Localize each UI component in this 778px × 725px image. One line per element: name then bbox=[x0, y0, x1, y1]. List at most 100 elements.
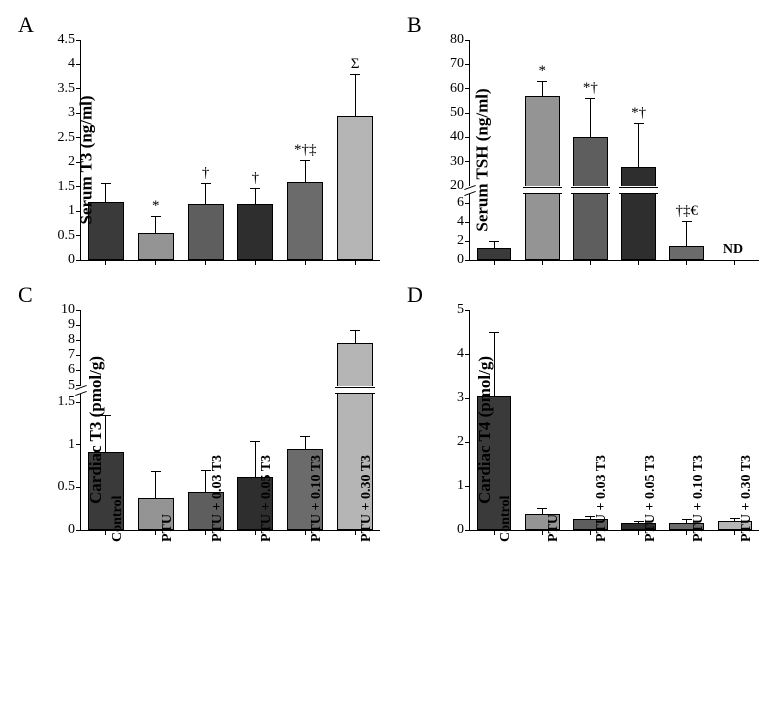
error-bar bbox=[205, 470, 206, 491]
error-bar bbox=[305, 160, 306, 182]
error-cap bbox=[585, 98, 595, 99]
x-tick bbox=[355, 260, 356, 265]
error-cap bbox=[250, 188, 260, 189]
y-tick bbox=[465, 64, 470, 65]
x-category-label: PTU + 0.03 T3 bbox=[210, 455, 226, 542]
y-tick bbox=[465, 203, 470, 204]
error-bar bbox=[355, 330, 356, 344]
y-tick bbox=[76, 40, 81, 41]
significance-marker: *† bbox=[583, 80, 598, 97]
x-category-label: PTU + 0.10 T3 bbox=[309, 455, 325, 542]
y-tick-label: 1.5 bbox=[58, 179, 76, 195]
x-tick bbox=[155, 530, 156, 535]
error-bar bbox=[255, 188, 256, 204]
x-category-label: PTU + 0.03 T3 bbox=[594, 455, 610, 542]
error-bar bbox=[590, 98, 591, 137]
x-tick bbox=[542, 260, 543, 265]
panel-label: D bbox=[407, 282, 423, 308]
x-category-label: PTU + 0.05 T3 bbox=[259, 455, 275, 542]
y-tick bbox=[76, 370, 81, 371]
y-axis-label: Serum TSH (ng/ml) bbox=[473, 88, 493, 231]
y-tick bbox=[465, 486, 470, 487]
error-cap bbox=[489, 241, 499, 242]
x-tick bbox=[305, 260, 306, 265]
figure: A00.511.522.533.544.5*††*†‡ΣSerum T3 (ng… bbox=[10, 10, 768, 715]
y-tick bbox=[465, 222, 470, 223]
x-tick bbox=[590, 260, 591, 265]
y-tick-label: 0.5 bbox=[58, 228, 76, 244]
x-tick bbox=[355, 530, 356, 535]
y-tick-label: 70 bbox=[450, 56, 464, 72]
error-bar bbox=[638, 123, 639, 167]
y-tick-label: 6 bbox=[68, 362, 75, 378]
y-tick-label: 4 bbox=[457, 214, 464, 230]
x-tick bbox=[305, 530, 306, 535]
y-tick bbox=[76, 355, 81, 356]
x-tick bbox=[590, 530, 591, 535]
error-bar bbox=[305, 436, 306, 449]
bar bbox=[188, 204, 224, 260]
panel-label: A bbox=[18, 12, 34, 38]
bar-break-mark bbox=[571, 187, 610, 188]
y-tick bbox=[76, 487, 81, 488]
significance-marker: †‡€ bbox=[676, 203, 699, 220]
y-tick bbox=[465, 88, 470, 89]
panel-D: D012345Cardiac T4 (pmol/g)ControlPTUPTU … bbox=[399, 280, 768, 540]
y-tick bbox=[465, 530, 470, 531]
bar bbox=[287, 182, 323, 260]
error-cap bbox=[537, 81, 547, 82]
x-tick bbox=[542, 530, 543, 535]
y-tick bbox=[76, 235, 81, 236]
y-tick-label: 2 bbox=[457, 434, 464, 450]
panel-label: C bbox=[18, 282, 33, 308]
error-bar bbox=[205, 183, 206, 204]
y-tick-label: 0 bbox=[457, 252, 464, 268]
y-tick-label: 5 bbox=[457, 302, 464, 318]
plot-area: 024620304050607080**†*††‡€ND bbox=[469, 40, 759, 261]
y-axis-label: Cardiac T3 (pmol/g) bbox=[86, 356, 106, 504]
y-tick-label: 4 bbox=[68, 56, 75, 72]
error-cap bbox=[101, 183, 111, 184]
bar-break-mark bbox=[619, 187, 658, 188]
y-axis-label: Cardiac T4 (pmol/g) bbox=[475, 356, 495, 504]
x-tick bbox=[155, 260, 156, 265]
significance-marker: Σ bbox=[351, 56, 360, 73]
y-tick-label: 9 bbox=[68, 317, 75, 333]
panel-A: A00.511.522.533.544.5*††*†‡ΣSerum T3 (ng… bbox=[10, 10, 389, 270]
bar bbox=[525, 96, 560, 260]
error-cap bbox=[537, 508, 547, 509]
y-tick-label: 3 bbox=[457, 390, 464, 406]
x-category-label: PTU + 0.05 T3 bbox=[643, 455, 659, 542]
bar bbox=[669, 246, 704, 260]
bar bbox=[477, 248, 512, 260]
error-bar bbox=[155, 216, 156, 233]
error-cap bbox=[250, 441, 260, 442]
y-tick-label: 40 bbox=[450, 129, 464, 145]
error-cap bbox=[682, 221, 692, 222]
y-tick bbox=[465, 40, 470, 41]
error-bar bbox=[686, 221, 687, 246]
x-category-label: PTU bbox=[160, 514, 176, 542]
error-cap bbox=[634, 123, 644, 124]
y-tick-label: 0.5 bbox=[58, 479, 76, 495]
x-category-label: Control bbox=[110, 496, 126, 542]
y-tick-label: 1.5 bbox=[58, 394, 76, 410]
x-tick bbox=[255, 530, 256, 535]
y-tick-label: 7 bbox=[68, 347, 75, 363]
y-tick bbox=[76, 444, 81, 445]
x-tick bbox=[686, 260, 687, 265]
significance-marker: † bbox=[202, 165, 210, 182]
bar bbox=[237, 204, 273, 260]
y-tick-label: 0 bbox=[68, 522, 75, 538]
y-tick bbox=[76, 260, 81, 261]
error-cap bbox=[489, 332, 499, 333]
bar-break-mark bbox=[523, 193, 562, 194]
panel-B: B024620304050607080**†*††‡€NDSerum TSH (… bbox=[399, 10, 768, 270]
y-tick-label: 2 bbox=[68, 154, 75, 170]
error-cap bbox=[300, 436, 310, 437]
significance-marker: † bbox=[252, 170, 260, 187]
bar-break-mark bbox=[571, 193, 610, 194]
x-tick bbox=[494, 260, 495, 265]
y-tick bbox=[76, 325, 81, 326]
significance-marker: * bbox=[539, 63, 547, 80]
